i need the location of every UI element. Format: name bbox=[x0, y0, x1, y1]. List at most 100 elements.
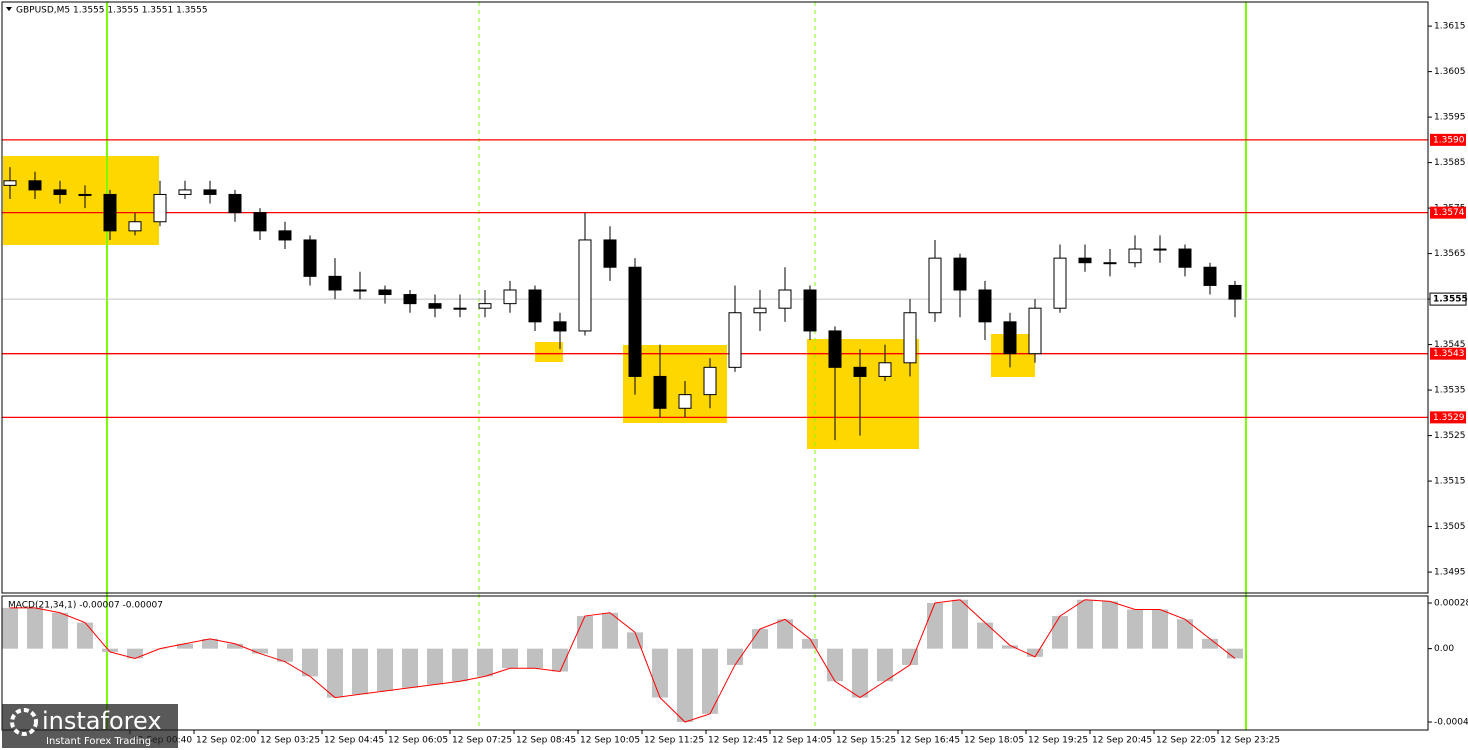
x-tick-label: 12 Sep 11:25 bbox=[644, 736, 704, 746]
level-label-bg bbox=[1430, 411, 1466, 424]
level-label: 1.3543 bbox=[1433, 349, 1465, 359]
y-tick-label: 1.3605 bbox=[1434, 67, 1466, 77]
macd-bar bbox=[952, 599, 968, 649]
macd-bar bbox=[2, 607, 18, 649]
candle-body bbox=[1053, 257, 1067, 309]
macd-signal-line bbox=[10, 599, 1236, 723]
macd-bar bbox=[427, 648, 443, 685]
highlight-boxes bbox=[3, 156, 1035, 449]
candle-body bbox=[553, 321, 567, 332]
macd-bar bbox=[1177, 619, 1193, 649]
plot-layer: 1.34951.35051.35151.35251.35351.35451.35… bbox=[2, 22, 1468, 746]
y-tick-label: 1.3565 bbox=[1434, 249, 1466, 259]
candle-body bbox=[853, 366, 867, 377]
y-tick-label: 0.00 bbox=[1434, 644, 1454, 654]
candle-body bbox=[328, 275, 342, 291]
candle-body bbox=[53, 189, 67, 195]
macd-bar bbox=[1202, 638, 1218, 649]
y-tick-label: 1.3545 bbox=[1434, 340, 1466, 350]
macd-bar bbox=[502, 648, 518, 669]
candle-body bbox=[403, 294, 417, 305]
candle-body bbox=[753, 307, 767, 314]
macd-bar bbox=[452, 648, 468, 682]
candle-body bbox=[103, 193, 117, 232]
candle-body bbox=[78, 193, 92, 196]
x-tick-label: 12 Sep 16:45 bbox=[900, 736, 960, 746]
macd-title: MACD(21,34,1) -0.00007 -0.00007 bbox=[8, 601, 163, 611]
macd-bar bbox=[327, 648, 343, 698]
macd-bar bbox=[527, 648, 543, 669]
macd-bar bbox=[977, 622, 993, 649]
macd-bar bbox=[827, 648, 843, 682]
macd-bar bbox=[1027, 648, 1043, 657]
y-tick-label: 1.3615 bbox=[1434, 22, 1466, 32]
x-tick-label: 12 Sep 08:45 bbox=[516, 736, 576, 746]
watermark-icon bbox=[10, 708, 38, 736]
macd-bar bbox=[752, 629, 768, 649]
watermark-bg bbox=[2, 704, 178, 748]
candle-body bbox=[3, 180, 17, 186]
level-label: 1.3590 bbox=[1433, 135, 1465, 145]
macd-bar bbox=[652, 648, 668, 698]
highlight-box bbox=[807, 339, 919, 449]
candle-body bbox=[203, 189, 217, 195]
watermark-brand: instaforex bbox=[42, 707, 162, 735]
candle-body bbox=[1078, 257, 1092, 264]
candle-body bbox=[503, 289, 517, 305]
macd-bar bbox=[1102, 601, 1118, 649]
macd-bar bbox=[177, 643, 193, 649]
macd-bar bbox=[702, 648, 718, 714]
candle-body bbox=[228, 193, 242, 214]
watermark-tagline: Instant Forex Trading bbox=[46, 736, 151, 747]
level-label-bg bbox=[1430, 206, 1466, 219]
candle-body bbox=[128, 221, 142, 232]
candle-body bbox=[1203, 266, 1217, 286]
candle-body bbox=[828, 330, 842, 368]
macd-bar bbox=[277, 648, 293, 662]
macd-bar bbox=[227, 643, 243, 649]
y-tick-label: 1.3595 bbox=[1434, 113, 1466, 123]
candle-body bbox=[703, 366, 717, 396]
candle-body bbox=[678, 394, 692, 409]
macd-bar bbox=[402, 648, 418, 688]
macd-bar bbox=[102, 648, 118, 652]
candle-body bbox=[1228, 284, 1242, 300]
candle-body bbox=[1003, 321, 1017, 355]
x-tick-label: 12 Sep 04:45 bbox=[324, 736, 384, 746]
candle-body bbox=[303, 239, 317, 277]
level-label-bg bbox=[1430, 133, 1466, 146]
level-label: 1.3574 bbox=[1433, 208, 1465, 218]
candle-body bbox=[1178, 248, 1192, 268]
candle-body bbox=[653, 375, 667, 409]
x-tick-label: 12 Sep 02:00 bbox=[196, 736, 256, 746]
macd-bar bbox=[877, 648, 893, 682]
y-tick-label: 0.00028 bbox=[1434, 599, 1468, 609]
x-tick-label: 12 Sep 03:25 bbox=[260, 736, 320, 746]
macd-bar bbox=[777, 619, 793, 649]
candle-body bbox=[428, 303, 442, 309]
candle-body bbox=[178, 189, 192, 195]
y-tick-label: 1.3535 bbox=[1434, 386, 1466, 396]
candle-body bbox=[1153, 248, 1167, 251]
y-tick-label: 1.3495 bbox=[1434, 568, 1466, 578]
candle-body bbox=[978, 289, 992, 323]
macd-bar bbox=[1052, 616, 1068, 649]
macd-bar bbox=[577, 616, 593, 649]
candle-body bbox=[278, 230, 292, 241]
highlight-box bbox=[535, 342, 563, 362]
macd-bar bbox=[202, 638, 218, 649]
macd-bar bbox=[1227, 648, 1243, 659]
macd-bar bbox=[602, 612, 618, 649]
x-tick-label: 12 Sep 12:45 bbox=[708, 736, 768, 746]
x-tick-label: 12 Sep 20:45 bbox=[1092, 736, 1152, 746]
candle-body bbox=[453, 307, 467, 310]
candle-body bbox=[728, 312, 742, 368]
level-label-bg bbox=[1430, 347, 1466, 360]
highlight-box bbox=[3, 156, 159, 245]
watermark: instaforex Instant Forex Trading bbox=[2, 704, 178, 748]
candle-body bbox=[478, 303, 492, 309]
candle-body bbox=[153, 193, 167, 223]
macd-bar bbox=[852, 648, 868, 698]
candle-body bbox=[1103, 262, 1117, 265]
